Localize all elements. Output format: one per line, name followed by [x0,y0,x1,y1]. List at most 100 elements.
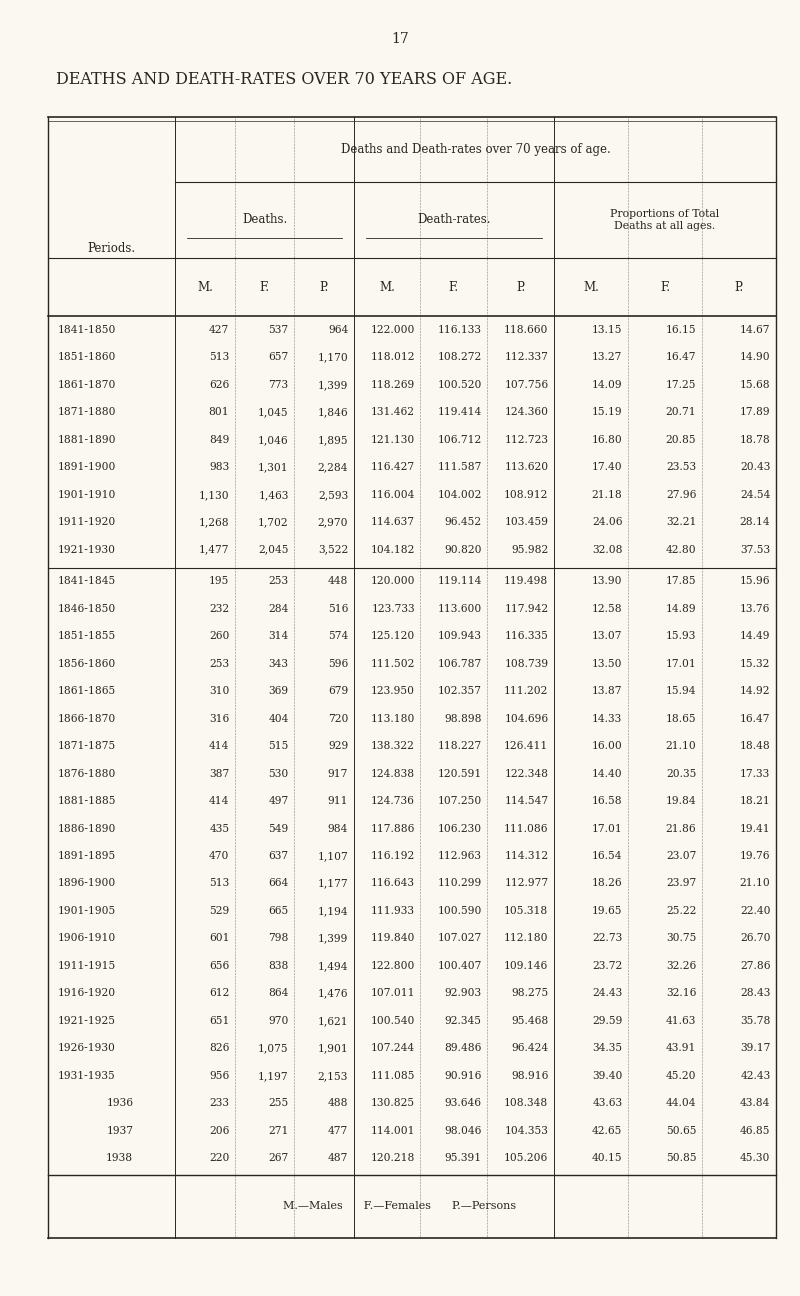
Text: 574: 574 [328,631,348,642]
Text: 414: 414 [209,741,230,752]
Text: 116.335: 116.335 [505,631,548,642]
Text: 1,301: 1,301 [258,463,289,472]
Text: 529: 529 [209,906,230,916]
Text: 12.58: 12.58 [592,604,622,614]
Text: 113.600: 113.600 [438,604,482,614]
Text: 109.146: 109.146 [504,960,548,971]
Text: 104.002: 104.002 [438,490,482,500]
Text: 116.004: 116.004 [370,490,415,500]
Text: 1881-1885: 1881-1885 [58,796,116,806]
Text: 100.520: 100.520 [438,380,482,390]
Text: 1,463: 1,463 [258,490,289,500]
Text: 44.04: 44.04 [666,1098,696,1108]
Text: 28.43: 28.43 [740,989,770,998]
Text: 104.182: 104.182 [370,544,415,555]
Text: 1901-1905: 1901-1905 [58,906,116,916]
Text: 801: 801 [209,407,230,417]
Text: 773: 773 [269,380,289,390]
Text: 665: 665 [269,906,289,916]
Text: M.—Males      F.—Females      P.—Persons: M.—Males F.—Females P.—Persons [283,1201,517,1212]
Text: 30.75: 30.75 [666,933,696,943]
Text: 111.587: 111.587 [438,463,482,472]
Text: 1891-1895: 1891-1895 [58,851,116,861]
Text: 13.50: 13.50 [592,658,622,669]
Text: 19.76: 19.76 [740,851,770,861]
Text: 14.90: 14.90 [740,353,770,363]
Text: 601: 601 [209,933,230,943]
Text: 42.43: 42.43 [740,1070,770,1081]
Text: 864: 864 [268,989,289,998]
Text: 130.825: 130.825 [370,1098,415,1108]
Text: 112.977: 112.977 [504,879,548,889]
Text: 970: 970 [268,1016,289,1026]
Text: 1,846: 1,846 [318,407,348,417]
Text: 657: 657 [269,353,289,363]
Text: 20.71: 20.71 [666,407,696,417]
Text: 917: 917 [328,769,348,779]
Text: F.: F. [449,280,459,293]
Text: 849: 849 [209,434,230,445]
Text: 18.48: 18.48 [740,741,770,752]
Text: 3,522: 3,522 [318,544,348,555]
Text: 1911-1915: 1911-1915 [58,960,116,971]
Text: 118.269: 118.269 [370,380,415,390]
Text: 20.85: 20.85 [666,434,696,445]
Text: 18.26: 18.26 [592,879,622,889]
Text: 15.68: 15.68 [740,380,770,390]
Text: 98.275: 98.275 [511,989,548,998]
Text: 114.637: 114.637 [371,517,415,527]
Text: 90.820: 90.820 [444,544,482,555]
Text: F.: F. [660,280,670,293]
Text: 21.10: 21.10 [666,741,696,752]
Text: 664: 664 [269,879,289,889]
Text: 104.696: 104.696 [504,714,548,723]
Text: 1921-1925: 1921-1925 [58,1016,115,1026]
Text: 120.591: 120.591 [438,769,482,779]
Text: 1,621: 1,621 [318,1016,348,1026]
Text: 112.180: 112.180 [504,933,548,943]
Text: 108.912: 108.912 [504,490,548,500]
Text: 46.85: 46.85 [740,1126,770,1135]
Text: 17.01: 17.01 [592,823,622,833]
Text: 220: 220 [209,1153,230,1164]
Text: 108.739: 108.739 [504,658,548,669]
Text: 23.97: 23.97 [666,879,696,889]
Text: 679: 679 [328,686,348,696]
Text: 19.84: 19.84 [666,796,696,806]
Text: 929: 929 [328,741,348,752]
Text: 1861-1870: 1861-1870 [58,380,116,390]
Text: 1938: 1938 [106,1153,134,1164]
Text: 116.643: 116.643 [371,879,415,889]
Text: Death-rates.: Death-rates. [417,214,490,227]
Text: 16.15: 16.15 [666,325,696,334]
Text: 43.84: 43.84 [740,1098,770,1108]
Text: 104.353: 104.353 [505,1126,548,1135]
Text: 17: 17 [391,32,409,47]
Text: 1,046: 1,046 [258,434,289,445]
Text: P.: P. [516,280,526,293]
Text: M.: M. [379,280,395,293]
Text: 387: 387 [209,769,230,779]
Text: 537: 537 [269,325,289,334]
Text: 2,045: 2,045 [258,544,289,555]
Text: 27.96: 27.96 [666,490,696,500]
Text: 15.94: 15.94 [666,686,696,696]
Text: 206: 206 [209,1126,230,1135]
Text: 118.227: 118.227 [438,741,482,752]
Text: 1876-1880: 1876-1880 [58,769,116,779]
Text: 284: 284 [268,604,289,614]
Text: 120.000: 120.000 [370,577,415,586]
Text: 1856-1860: 1856-1860 [58,658,116,669]
Text: 26.70: 26.70 [740,933,770,943]
Text: 106.712: 106.712 [438,434,482,445]
Text: 435: 435 [209,823,230,833]
Text: 1886-1890: 1886-1890 [58,823,116,833]
Text: 1851-1855: 1851-1855 [58,631,116,642]
Text: 1,476: 1,476 [318,989,348,998]
Text: 107.011: 107.011 [370,989,415,998]
Text: 28.14: 28.14 [740,517,770,527]
Text: 1871-1875: 1871-1875 [58,741,116,752]
Text: 100.590: 100.590 [438,906,482,916]
Text: 984: 984 [328,823,348,833]
Text: 310: 310 [209,686,230,696]
